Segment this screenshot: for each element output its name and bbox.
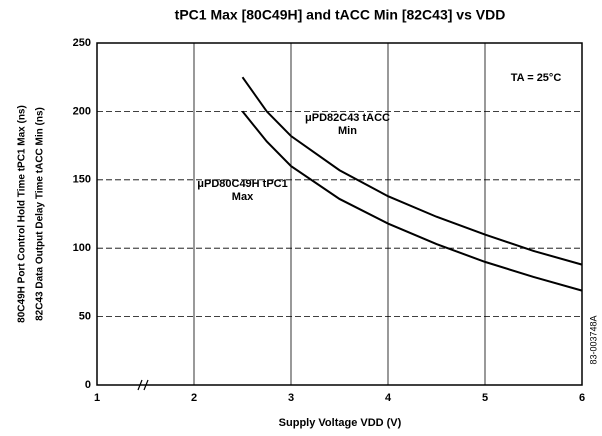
y-tick-label: 200 [73, 105, 91, 117]
series-label: μPD80C49H tPC1 Max [197, 178, 288, 203]
data-line [241, 110, 583, 292]
y-axis-label: 80C49H Port Control Hold Time tPC1 Max (… [17, 105, 28, 323]
x-tick-label: 2 [191, 392, 197, 404]
x-tick-label: 5 [482, 392, 488, 404]
x-tick-label: 1 [94, 392, 100, 404]
chart-title: tPC1 Max [80C49H] and tACC Min [82C43] v… [175, 7, 506, 23]
y-tick-label: 50 [79, 311, 91, 323]
series-label-text: μPD80C49H tPC1 Max [197, 178, 288, 203]
y-tick-label: 100 [73, 242, 91, 254]
condition-note: TA = 25°C [511, 72, 562, 84]
x-axis-label: Supply Voltage VDD (V) [279, 417, 402, 429]
x-tick-label: 4 [385, 392, 392, 404]
series-label-text: μPD82C43 tACC Min [305, 112, 390, 137]
y-tick-label: 250 [73, 37, 91, 49]
figure-id: 83-003748A [588, 315, 598, 364]
x-tick-label: 6 [579, 392, 585, 404]
x-tick-label: 3 [288, 392, 294, 404]
series-label: μPD82C43 tACC Min [305, 112, 390, 137]
plot-frame [96, 42, 583, 386]
data-line [241, 76, 583, 266]
y-tick-label: 0 [85, 379, 91, 391]
y-axis-label: 82C43 Data Output Delay Time tACC Min (n… [35, 107, 46, 321]
y-tick-label: 150 [73, 174, 91, 186]
